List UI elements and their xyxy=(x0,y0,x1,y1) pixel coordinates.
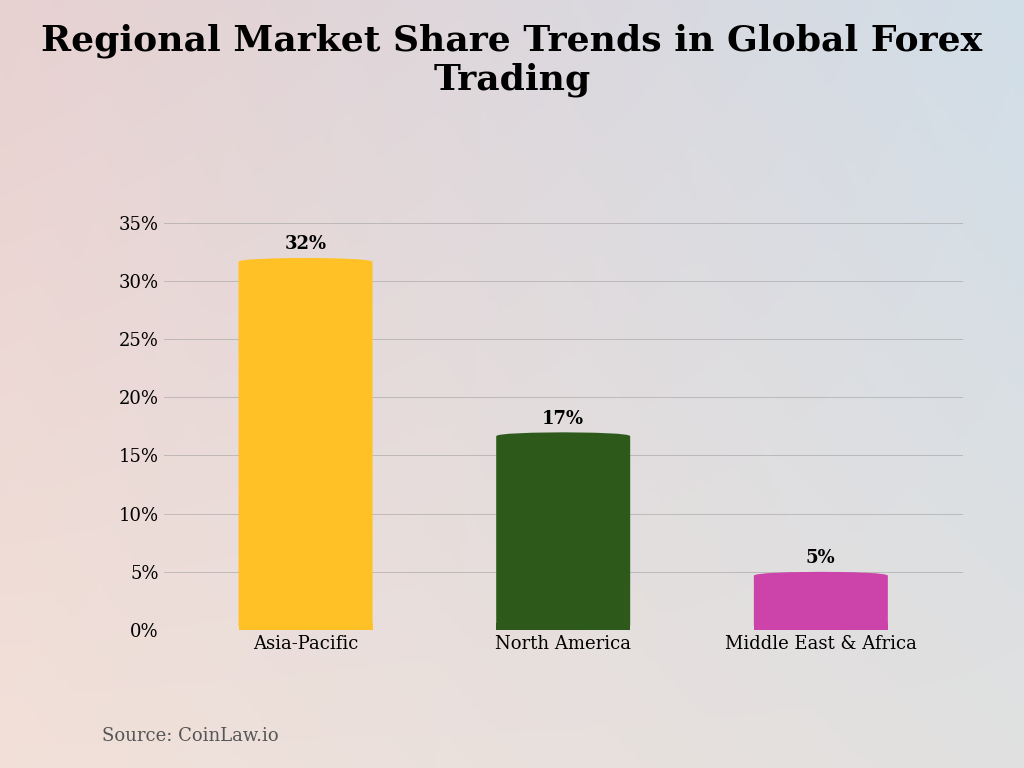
Text: 32%: 32% xyxy=(285,235,327,253)
FancyBboxPatch shape xyxy=(497,432,630,630)
FancyBboxPatch shape xyxy=(754,623,888,630)
FancyBboxPatch shape xyxy=(497,623,630,630)
Text: 17%: 17% xyxy=(542,409,585,428)
Text: Source: CoinLaw.io: Source: CoinLaw.io xyxy=(102,727,279,745)
FancyBboxPatch shape xyxy=(754,571,888,630)
Text: Regional Market Share Trends in Global Forex
Trading: Regional Market Share Trends in Global F… xyxy=(41,23,983,98)
Text: 5%: 5% xyxy=(806,549,836,567)
FancyBboxPatch shape xyxy=(239,623,373,630)
FancyBboxPatch shape xyxy=(239,258,373,630)
